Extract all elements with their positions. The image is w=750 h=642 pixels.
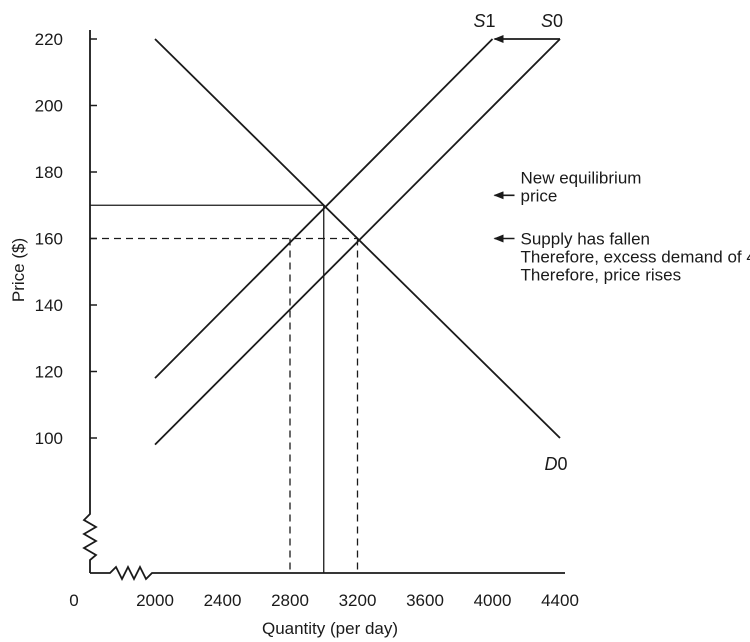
series-label-S0: S0 xyxy=(541,11,563,31)
annotation-1-line-2: Therefore, price rises xyxy=(521,266,682,285)
series-label-D0: D0 xyxy=(544,454,567,474)
annotation-1-line-1: Therefore, excess demand of 400 xyxy=(521,248,750,267)
x-tick-label-4000: 4000 xyxy=(474,591,512,610)
y-tick-label-180: 180 xyxy=(35,163,63,182)
x-tick-label-3600: 3600 xyxy=(406,591,444,610)
x-axis-line xyxy=(90,564,565,582)
series-label-S1: S1 xyxy=(473,11,495,31)
y-tick-label-160: 160 xyxy=(35,230,63,249)
y-tick-label-220: 220 xyxy=(35,30,63,49)
series-line-D0 xyxy=(154,38,561,439)
x-tick-label-4400: 4400 xyxy=(541,591,579,610)
annotation-1-line-0: Supply has fallen xyxy=(521,230,650,249)
x-origin-label: 0 xyxy=(69,591,78,610)
x-tick-label-2000: 2000 xyxy=(136,591,174,610)
y-axis-title: Price ($) xyxy=(9,238,28,302)
annotation-0-line-0: New equilibrium xyxy=(521,168,642,187)
x-tick-label-3200: 3200 xyxy=(339,591,377,610)
y-tick-label-100: 100 xyxy=(35,429,63,448)
x-tick-label-2400: 2400 xyxy=(204,591,242,610)
annotation-0-line-1: price xyxy=(521,186,558,205)
y-tick-label-140: 140 xyxy=(35,296,63,315)
x-tick-label-2800: 2800 xyxy=(271,591,309,610)
y-tick-label-120: 120 xyxy=(35,363,63,382)
series-line-S1 xyxy=(154,38,494,379)
y-tick-label-200: 200 xyxy=(35,97,63,116)
series-line-S0 xyxy=(154,38,561,446)
y-axis-line xyxy=(82,30,98,573)
x-axis-title: Quantity (per day) xyxy=(262,619,398,638)
